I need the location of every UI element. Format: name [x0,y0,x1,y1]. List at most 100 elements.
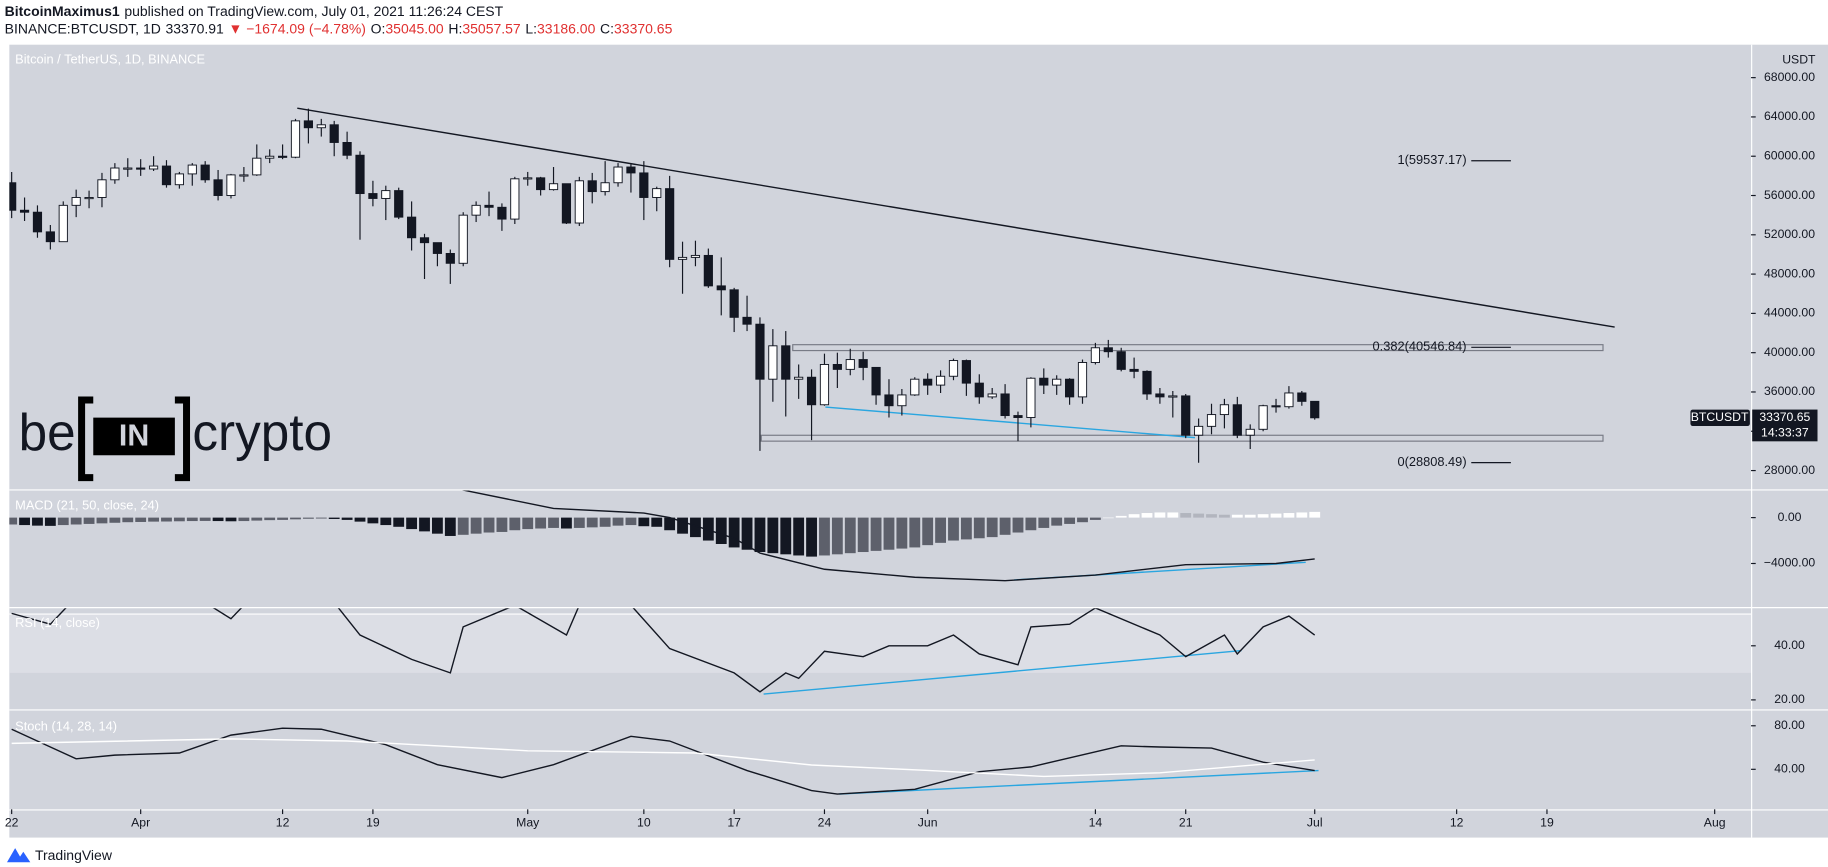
candle-body [1090,347,1100,363]
header-price: 33370.91 [166,20,225,36]
candle-body [987,393,997,398]
histogram-bar [70,517,82,525]
header-line-1: BitcoinMaximus1 published on TradingView.… [5,2,504,18]
candle-body [613,166,623,184]
candle-body [471,204,481,216]
histogram-bar [1038,517,1050,528]
histogram-bar [883,517,895,550]
candle-body [716,285,726,291]
candle-body [110,167,120,181]
x-tick-label: 14 [1089,816,1103,830]
price-pane-title: Bitcoin / TetherUS, 1D, BINANCE [15,51,205,66]
histogram-bar [44,517,56,526]
histogram-bar [1309,511,1321,518]
candle-body [974,382,984,398]
histogram-bar [19,517,30,526]
candle-body [935,375,946,386]
x-tick-label: 22 [5,816,19,830]
histogram-bar [586,517,598,528]
y-tick-label: 56000.00 [1764,188,1815,202]
x-tick-label: 24 [818,816,832,830]
y-tick-label: 28000.00 [1764,463,1815,477]
last-price-label: 33370.65 [1759,410,1810,424]
y-tick-label: 20.00 [1774,692,1805,706]
histogram-bar [986,517,998,538]
histogram-bar [509,517,521,531]
x-tick-label: Jul [1307,816,1323,830]
candle-body [806,376,817,406]
candle-body [768,345,778,380]
histogram-bar [444,517,456,536]
histogram-bar [728,517,740,548]
histogram-bar [599,517,611,527]
candle-body [794,376,804,380]
histogram-bar [315,517,327,519]
symbol-tag [1690,409,1750,427]
candle-body [1245,428,1255,436]
rsi-title: RSI (14, close) [15,615,100,630]
candle-body [136,167,146,170]
histogram-bar [393,517,405,527]
histogram-bar [1206,514,1217,518]
watermark-brackets [78,396,191,482]
histogram-bar [973,517,985,539]
candle-body [290,120,301,158]
watermark-in: IN [119,419,149,453]
candle-body [1181,395,1191,436]
symbol: BINANCE:BTCUSDT, 1D [5,20,161,36]
fib-label: 1(59537.17) [1397,152,1466,167]
candle-body [1194,425,1204,436]
histogram-bar [1077,517,1088,523]
candle-body [548,183,559,191]
candle-body [626,166,636,174]
y-tick-label: 40.00 [1774,762,1805,776]
x-tick-label: Jun [918,816,938,830]
histogram-bar [1193,513,1205,518]
candle-body [148,165,159,170]
rsi-band [9,614,1752,673]
fib-label: 0(28808.49) [1397,454,1466,469]
histogram-bar [651,517,663,527]
indicator-line [462,490,1315,582]
candle-body [97,179,107,198]
l-value: 33186.00 [537,20,596,36]
candle-body [368,193,378,199]
histogram-bar [328,517,340,519]
candle-body [600,182,610,193]
histogram-bar [535,517,547,529]
candle-body [316,124,326,129]
candle-body [9,182,17,211]
candle-body [587,180,597,193]
histogram-bar [277,517,289,520]
candle-body [1142,370,1152,395]
last-price-tag [1752,409,1818,442]
histogram-bar [1025,517,1037,531]
histogram-bar [999,517,1011,535]
histogram-bar [909,517,921,548]
macd-pane [9,490,1321,582]
histogram-bar [1270,513,1282,518]
histogram-bar [264,517,276,521]
histogram-bar [561,517,572,529]
candle-body [523,177,533,180]
candle-body [342,142,352,156]
candle-body [1206,414,1217,427]
x-tick-label: 17 [727,816,741,830]
x-tick-label: 21 [1179,816,1193,830]
histogram-bar [690,517,701,538]
x-tick-label: Aug [1704,816,1726,830]
y-tick-label: 52000.00 [1764,227,1815,241]
candle-body [923,378,933,386]
histogram-bar [1167,512,1179,518]
histogram-bar [1180,513,1192,518]
histogram-bar [960,517,972,540]
o-key: O: [371,20,386,36]
resistance-zone [792,344,1604,352]
histogram-bar [483,517,495,533]
pane-separators [9,44,1828,838]
histogram-bar [225,517,237,522]
candle-body [961,360,971,384]
histogram-bar [199,517,211,521]
divergence-line [839,769,1319,795]
histogram-bar [83,517,95,524]
